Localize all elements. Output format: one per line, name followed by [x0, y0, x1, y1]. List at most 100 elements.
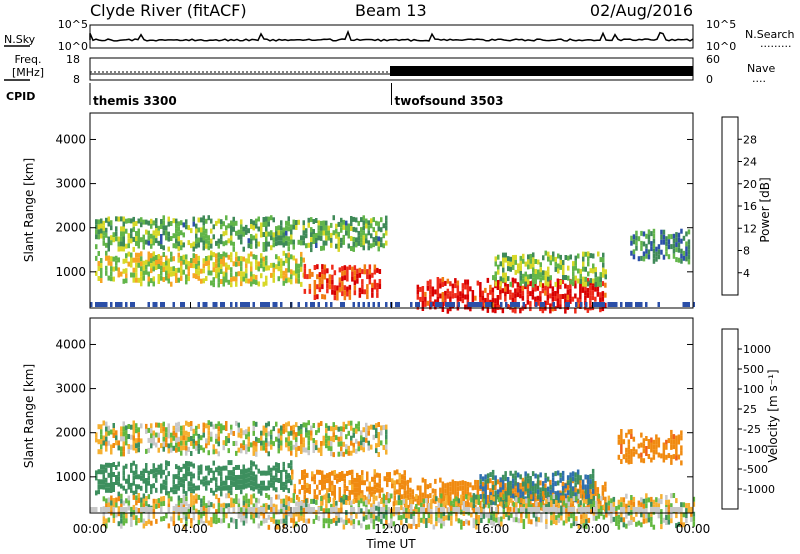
heatmap-cell: [197, 485, 200, 491]
heatmap-cell: [100, 484, 103, 490]
heatmap-cell: [345, 449, 348, 455]
heatmap-cell: [680, 445, 683, 451]
heatmap-cell: [363, 480, 366, 486]
heatmap-cell: [630, 495, 633, 500]
heatmap-cell: [549, 260, 552, 266]
heatmap-cell: [534, 473, 537, 479]
heatmap-cell: [594, 286, 597, 292]
heatmap-cell: [456, 491, 460, 497]
heatmap-cell: [564, 298, 567, 304]
heatmap-cell: [220, 476, 223, 482]
heatmap-cell: [502, 267, 505, 273]
heatmap-cell: [350, 500, 353, 506]
heatmap-cell: [376, 292, 379, 298]
heatmap-cell: [115, 260, 118, 266]
heatmap-cell: [122, 470, 125, 476]
heatmap-cell: [327, 225, 330, 231]
colorbar-frame: [721, 116, 739, 296]
heatmap-cell: [175, 273, 178, 278]
heatmap-cell: [496, 295, 500, 300]
heatmap-cell: [252, 476, 255, 482]
heatmap-cell: [333, 470, 336, 475]
heatmap-cell: [177, 475, 180, 481]
heatmap-cell: [102, 240, 105, 246]
heatmap-cell: [142, 478, 145, 484]
heatmap-cell: [321, 279, 324, 285]
heatmap-cell: [670, 493, 673, 499]
heatmap-cell: [501, 484, 505, 490]
heatmap-cell: [506, 284, 510, 289]
heatmap-cell: [247, 258, 250, 264]
heatmap-cell: [391, 483, 394, 489]
heatmap-cell: [645, 451, 648, 456]
heatmap-cell: [212, 252, 215, 258]
heatmap-cell: [539, 472, 542, 478]
heatmap-cell: [440, 493, 443, 499]
heatmap-cell: [567, 275, 570, 281]
heatmap-cell: [556, 278, 560, 284]
heatmap-cell: [429, 483, 432, 489]
heatmap-cell: [336, 473, 339, 479]
heatmap-cell: [362, 437, 365, 443]
freq-right-legend: ....: [752, 72, 766, 85]
heatmap-cell: [444, 290, 447, 296]
heatmap-cell: [522, 507, 525, 512]
heatmap-cell: [217, 451, 220, 457]
heatmap-cell: [170, 236, 173, 241]
heatmap-cell: [386, 472, 389, 478]
heatmap-cell: [496, 285, 500, 290]
heatmap-cell: [127, 484, 130, 490]
heatmap-cell: [135, 423, 138, 429]
heatmap-cell: [380, 242, 383, 248]
heatmap-cell: [230, 225, 233, 231]
heatmap-cell: [580, 519, 583, 525]
heatmap-cell: [442, 516, 446, 522]
heatmap-cell: [200, 268, 203, 274]
heatmap-cell: [311, 471, 314, 477]
heatmap-cell: [197, 275, 200, 281]
heatmap-cell: [180, 425, 183, 431]
heatmap-cell: [372, 519, 376, 525]
heatmap-cell: [295, 452, 298, 458]
heatmap-cell: [265, 508, 268, 513]
heatmap-cell: [230, 475, 233, 481]
heatmap-cell: [677, 454, 681, 460]
heatmap-cell: [320, 496, 323, 501]
heatmap-cell: [140, 507, 143, 512]
heatmap-cell: [360, 498, 363, 504]
heatmap-cell: [110, 266, 113, 272]
heatmap-cell: [499, 276, 502, 282]
heatmap-cell: [372, 302, 375, 307]
heatmap-cell: [287, 501, 291, 507]
heatmap-cell: [267, 494, 271, 500]
heatmap-cell: [230, 502, 233, 508]
heatmap-cell: [630, 449, 633, 454]
heatmap-cell: [635, 449, 638, 455]
heatmap-cell: [424, 291, 427, 297]
heatmap-cell: [376, 282, 379, 288]
heatmap-cell: [368, 274, 372, 280]
heatmap-cell: [182, 478, 185, 484]
heatmap-cell: [652, 439, 656, 445]
heatmap-cell: [579, 294, 582, 299]
heatmap-cell: [594, 277, 597, 283]
heatmap-cell: [303, 484, 306, 490]
heatmap-cell: [147, 494, 151, 500]
heatmap-cell: [484, 502, 487, 508]
heatmap-cell: [132, 277, 135, 283]
heatmap-cell: [514, 475, 517, 481]
heatmap-cell: [135, 221, 138, 226]
heatmap-cell: [110, 483, 113, 488]
heatmap-cell: [415, 524, 418, 529]
heatmap-cell: [300, 424, 303, 429]
heatmap-cell: [330, 507, 333, 512]
heatmap-cell: [192, 483, 195, 489]
heatmap-cell: [584, 276, 587, 282]
heatmap-cell: [305, 498, 308, 504]
heatmap-cell: [127, 218, 130, 224]
heatmap-cell: [320, 421, 323, 426]
heatmap-cell: [287, 216, 290, 222]
heatmap-cell: [305, 233, 308, 239]
heatmap-cell: [245, 498, 248, 504]
heatmap-cell: [237, 484, 240, 490]
